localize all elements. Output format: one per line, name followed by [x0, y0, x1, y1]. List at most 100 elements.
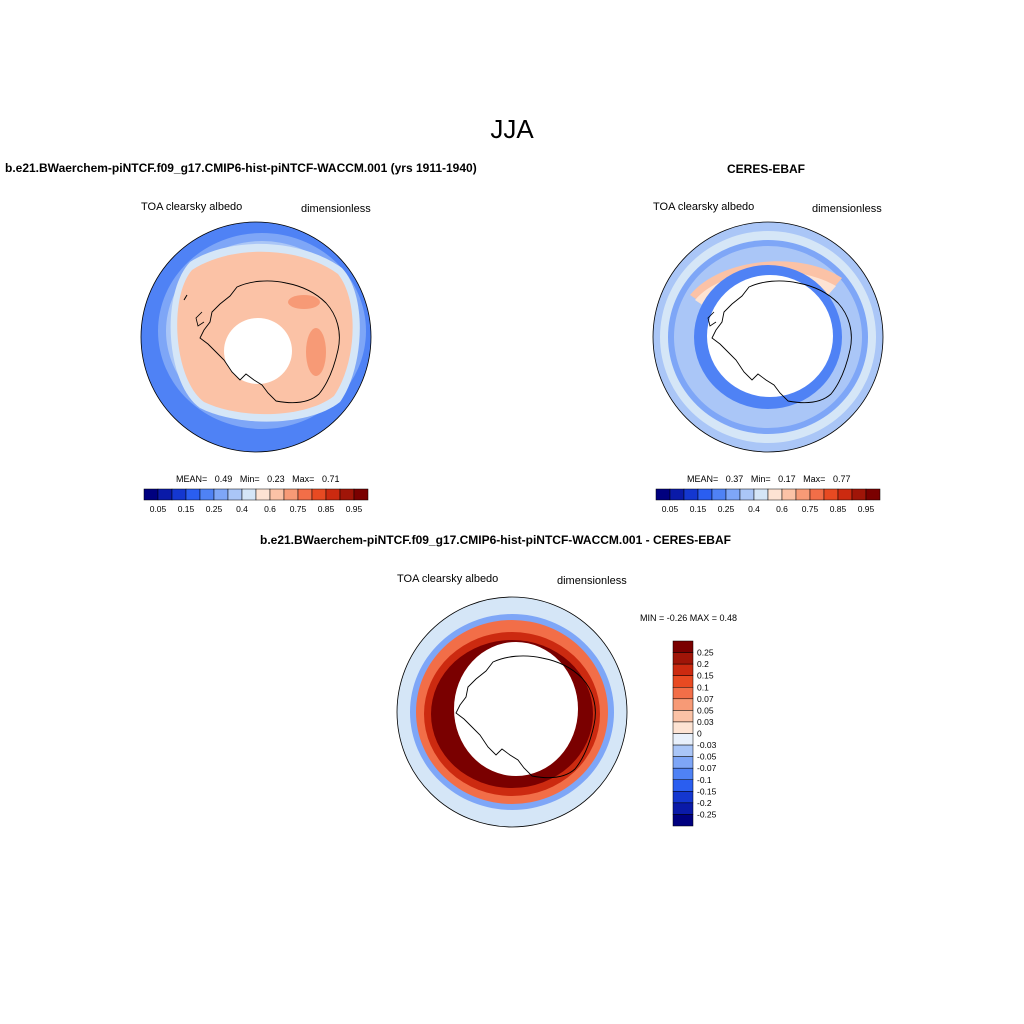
model-colorbar-box	[157, 488, 173, 501]
obs-colorbar-box	[809, 488, 825, 501]
model-colorbar-box	[241, 488, 257, 501]
obs-colorbar-tick-label: 0.25	[718, 504, 735, 514]
obs-max-label: Max=	[803, 474, 826, 484]
diff-colorbar-box	[672, 814, 694, 827]
diff-colorbar-box	[672, 640, 694, 653]
diff-colorbar-tick-label: -0.25	[697, 809, 717, 819]
obs-colorbar-tick-label: 0.85	[830, 504, 847, 514]
diff-colorbar-tick-label: -0.2	[697, 798, 712, 808]
diff-colorbar-box	[672, 779, 694, 792]
diff-units-label: dimensionless	[557, 575, 627, 587]
diff-colorbar-box	[672, 721, 694, 734]
obs-max-value: 0.77	[832, 474, 851, 484]
obs-colorbar-box	[739, 488, 755, 501]
obs-colorbar-box	[823, 488, 839, 501]
model-colorbar-box	[269, 488, 285, 501]
obs-colorbar-box	[865, 488, 881, 501]
diff-colorbar-tick-label: 0	[697, 729, 702, 739]
diff-colorbar-tick-label: 0.1	[697, 682, 709, 692]
obs-colorbar-box	[837, 488, 853, 501]
model-colorbar-tick-label: 0.6	[264, 504, 276, 514]
model-min-value: 0.23	[267, 474, 285, 484]
model-colorbar-box	[171, 488, 187, 501]
diff-colorbar-box	[672, 756, 694, 769]
diff-colorbar-box	[672, 687, 694, 700]
obs-panel-title: CERES-EBAF	[727, 162, 806, 176]
obs-colorbar-tick-label: 0.6	[776, 504, 788, 514]
obs-polar-map	[652, 221, 884, 453]
diff-colorbar-tick-label: -0.05	[697, 752, 717, 762]
model-colorbar-tick-label: 0.4	[236, 504, 248, 514]
obs-colorbar-tick-label: 0.4	[748, 504, 760, 514]
obs-colorbar-box	[753, 488, 769, 501]
obs-min-value: 0.17	[778, 474, 796, 484]
diff-colorbar-tick-label: -0.15	[697, 786, 717, 796]
obs-colorbar-tick-label: 0.05	[662, 504, 679, 514]
model-polar-map	[140, 221, 372, 453]
diff-colorbar-box	[672, 710, 694, 723]
model-colorbar-tick-label: 0.85	[318, 504, 335, 514]
obs-colorbar-tick-label: 0.75	[802, 504, 819, 514]
model-mean-label: MEAN=	[176, 474, 208, 484]
obs-colorbar-box	[767, 488, 783, 501]
model-colorbar-box	[311, 488, 327, 501]
obs-units-label: dimensionless	[812, 203, 882, 215]
model-colorbar-tick-label: 0.15	[178, 504, 195, 514]
model-panel-title: b.e21.BWaerchem-piNTCF.f09_g17.CMIP6-his…	[5, 161, 477, 175]
diff-colorbar-box	[672, 652, 694, 665]
model-units-label: dimensionless	[301, 203, 371, 215]
obs-colorbar-box	[781, 488, 797, 501]
model-min-label: Min=	[239, 474, 260, 484]
diff-colorbar-box	[672, 744, 694, 757]
main-title: JJA	[490, 114, 534, 144]
diff-colorbar-box	[672, 791, 694, 804]
obs-colorbar-box	[655, 488, 671, 501]
diff-colorbar-tick-label: -0.1	[697, 775, 712, 785]
obs-colorbar-box	[683, 488, 699, 501]
diff-colorbar-tick-label: -0.03	[697, 740, 717, 750]
model-colorbar-box	[213, 488, 229, 501]
model-colorbar-tick-label: 0.25	[206, 504, 223, 514]
diff-colorbar-box	[672, 733, 694, 746]
model-colorbar-tick-label: 0.75	[290, 504, 307, 514]
diff-colorbar-tick-label: 0.15	[697, 671, 714, 681]
obs-min-label: Min=	[750, 474, 771, 484]
model-colorbar: 0.05 0.15 0.25 0.4 0.6 0.75 0.85 0.95	[143, 488, 369, 514]
model-stats: MEAN= 0.49 Min= 0.23 Max= 0.71	[176, 474, 339, 484]
model-colorbar-box	[255, 488, 271, 501]
model-max-label: Max=	[292, 474, 315, 484]
diff-colorbar-tick-label: 0.25	[697, 648, 714, 658]
model-colorbar-tick-label: 0.95	[346, 504, 363, 514]
diff-colorbar-box	[672, 663, 694, 676]
obs-colorbar-box	[725, 488, 741, 501]
model-variable-label: TOA clearsky albedo	[141, 201, 243, 213]
model-colorbar-tick-label: 0.05	[150, 504, 167, 514]
obs-variable-label: TOA clearsky albedo	[653, 201, 755, 213]
obs-colorbar-box	[669, 488, 685, 501]
obs-colorbar-tick-label: 0.95	[858, 504, 875, 514]
diff-colorbar: 0.250.20.150.10.070.050.030-0.03-0.05-0.…	[672, 640, 717, 827]
model-colorbar-box	[353, 488, 369, 501]
model-colorbar-box	[227, 488, 243, 501]
model-colorbar-box	[185, 488, 201, 501]
model-colorbar-box	[325, 488, 341, 501]
diff-colorbar-box	[672, 767, 694, 780]
diff-polar-map	[396, 596, 628, 828]
diff-colorbar-box	[672, 802, 694, 815]
obs-colorbar-box	[711, 488, 727, 501]
diff-colorbar-box	[672, 675, 694, 688]
obs-mean-label: MEAN=	[687, 474, 719, 484]
model-colorbar-box	[143, 488, 159, 501]
diff-variable-label: TOA clearsky albedo	[397, 573, 499, 585]
obs-stats: MEAN= 0.37 Min= 0.17 Max= 0.77	[687, 474, 850, 484]
diff-colorbar-tick-label: -0.07	[697, 763, 717, 773]
model-colorbar-box	[297, 488, 313, 501]
diff-colorbar-tick-label: 0.05	[697, 705, 714, 715]
diff-minmax: MIN = -0.26 MAX = 0.48	[640, 613, 738, 623]
obs-colorbar-box	[795, 488, 811, 501]
diff-colorbar-tick-label: 0.2	[697, 659, 709, 669]
diff-panel-title: b.e21.BWaerchem-piNTCF.f09_g17.CMIP6-his…	[260, 533, 731, 547]
obs-mean-value: 0.37	[725, 474, 744, 484]
